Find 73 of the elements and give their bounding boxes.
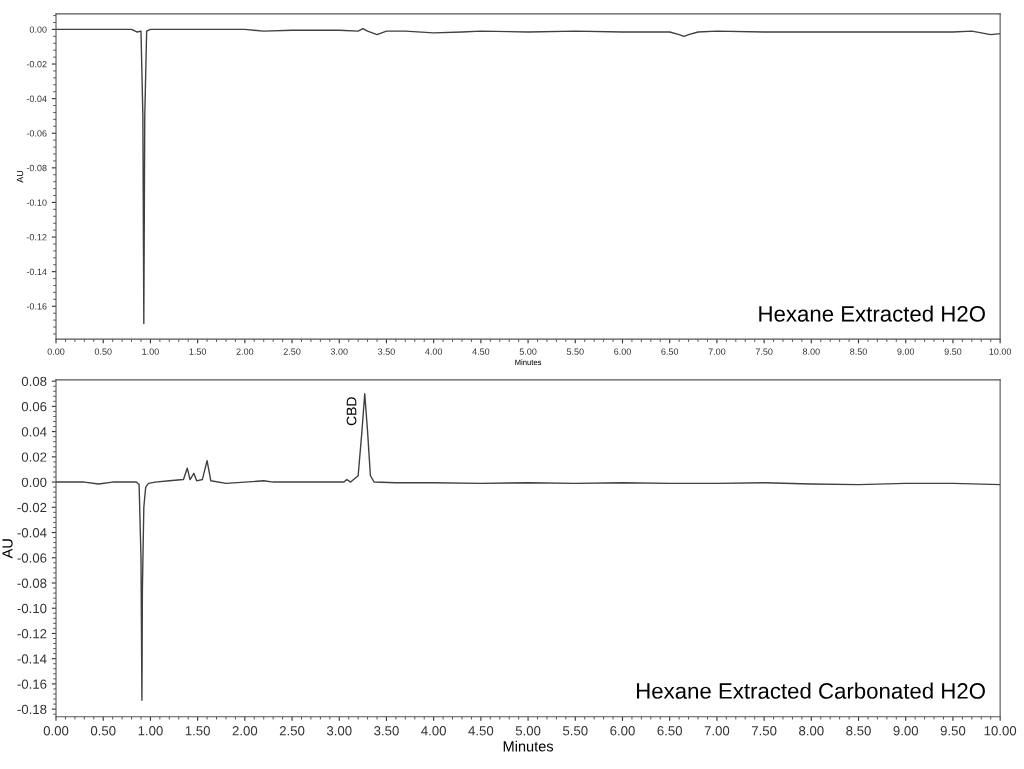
y-tick-label: -0.12 [26,234,47,241]
annotation: CBD [346,397,357,426]
y-tick-label: 0.00 [29,26,47,33]
x-tick-label: 4.00 [425,348,443,355]
x-tick-label: 1.50 [185,726,210,736]
x-tick-label: 2.50 [283,348,301,355]
x-tick-label: 3.50 [374,726,399,736]
x-tick-label: 6.50 [661,348,679,355]
x-tick-label: 10.00 [984,726,1017,736]
x-tick-label: 7.00 [704,726,730,736]
y-tick-label: -0.10 [17,603,47,614]
y-tick-label: -0.08 [26,164,47,172]
x-tick-label: 5.00 [515,726,541,736]
x-tick-label: 7.50 [751,726,777,736]
x-tick-label: 10.00 [989,348,1012,355]
y-tick-label: -0.16 [26,303,47,310]
x-tick-label: 2.00 [232,726,258,736]
x-tick-label: 2.00 [236,348,254,355]
x-tick-label: 8.00 [802,348,820,355]
y-axis-title: AU [16,170,24,183]
annotation: Hexane Extracted H2O [759,305,985,322]
x-tick-label: 6.50 [657,726,683,736]
y-tick-label: -0.08 [17,578,47,588]
x-tick-label: 5.50 [562,726,588,736]
x-tick-label: 5.00 [519,348,537,355]
annotation: Hexane Extracted Carbonated H2O [637,682,985,699]
x-tick-label: 6.00 [614,348,631,355]
x-tick-label: 0.50 [94,348,112,355]
y-tick-label: -0.02 [26,60,47,68]
x-tick-label: 0.00 [47,348,65,355]
y-tick-label: 0.08 [21,376,47,387]
y-tick-label: -0.16 [17,679,47,689]
y-tick-label: 0.02 [21,452,47,462]
y-tick-label: -0.02 [17,502,47,513]
x-tick-label: 4.50 [472,348,490,355]
y-tick-label: 0.06 [21,401,47,412]
x-tick-label: 7.50 [755,348,773,355]
x-tick-label: 4.00 [421,726,446,736]
x-tick-label: 9.00 [897,348,915,355]
x-tick-label: 5.50 [566,348,584,355]
x-tick-label: 9.50 [940,726,966,736]
x-tick-label: 3.50 [378,348,395,355]
x-tick-label: 9.00 [893,726,919,736]
x-tick-label: 7.00 [708,348,726,355]
x-tick-label: 9.50 [944,348,962,355]
y-tick-label: -0.06 [26,130,47,137]
y-tick-label: -0.10 [26,199,47,206]
y-tick-label: -0.04 [26,95,47,102]
x-tick-label: 3.00 [330,348,348,355]
line-series [56,393,1001,702]
x-tick-label: 8.50 [846,726,871,736]
y-tick-label: -0.06 [17,553,47,563]
y-tick-label: -0.14 [26,268,47,276]
x-tick-label: 1.50 [189,348,207,355]
x-axis-title: Minutes [503,740,554,752]
x-tick-label: 8.50 [850,348,867,355]
y-tick-label: -0.14 [17,654,47,664]
x-tick-label: 0.50 [90,726,116,736]
x-tick-label: 6.00 [610,726,635,736]
y-axis-title: AU [2,539,13,559]
y-tick-label: -0.12 [17,629,47,639]
x-tick-label: 4.50 [468,726,494,736]
x-tick-label: 0.00 [43,726,69,736]
line-series [56,27,1001,325]
x-tick-label: 8.00 [799,726,824,736]
y-tick-label: -0.04 [17,528,47,538]
y-tick-label: -0.18 [17,704,47,715]
y-tick-label: 0.04 [21,427,47,437]
x-tick-label: 1.00 [142,348,159,355]
y-tick-label: 0.00 [21,477,47,487]
x-tick-label: 1.00 [138,726,163,736]
x-tick-label: 2.50 [279,726,305,736]
x-tick-label: 3.00 [326,726,352,736]
